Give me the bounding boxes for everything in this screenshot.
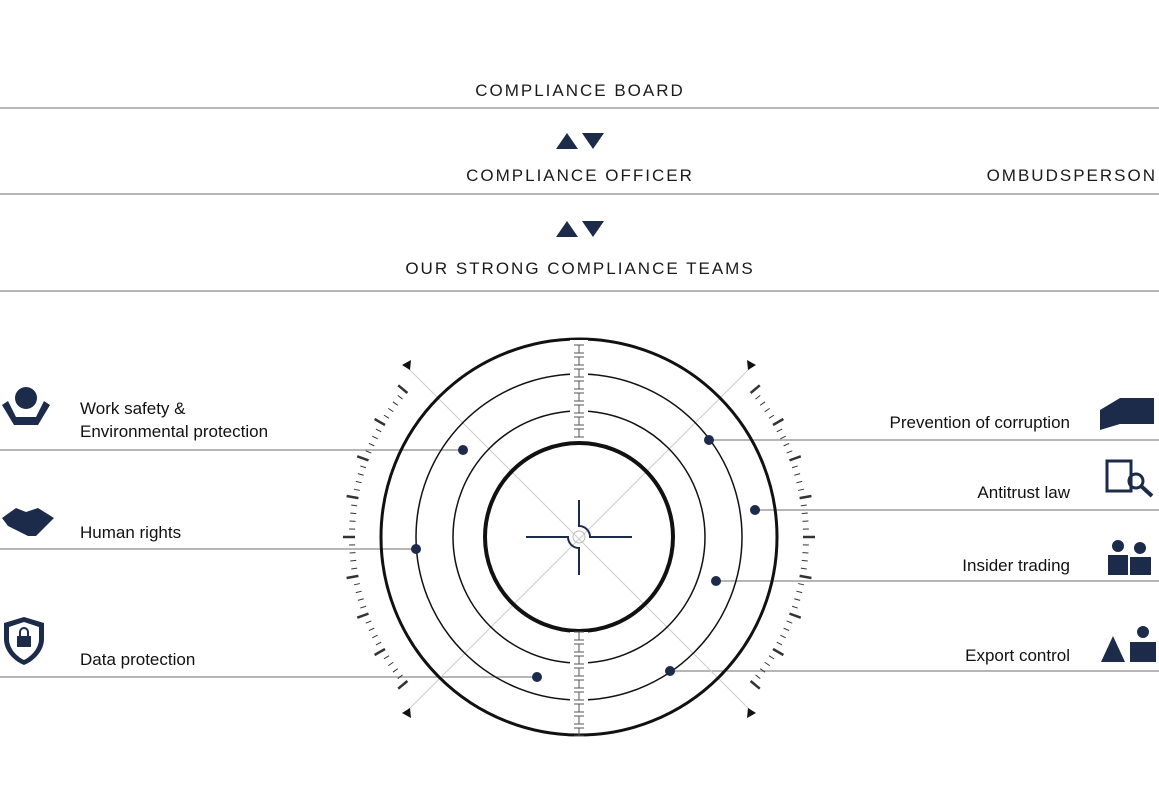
tick — [780, 634, 786, 639]
tick — [755, 674, 761, 679]
tick — [801, 512, 808, 515]
tick — [350, 559, 357, 562]
tick — [355, 480, 362, 484]
tick — [768, 414, 775, 419]
tick — [392, 401, 399, 406]
tick — [776, 641, 783, 646]
tick — [346, 494, 359, 500]
tick — [764, 661, 770, 667]
radar — [343, 337, 815, 737]
tick — [392, 668, 399, 673]
tick — [783, 627, 790, 632]
topic-label: Human rights — [80, 523, 181, 542]
tick — [360, 465, 367, 469]
tick — [397, 680, 409, 690]
tick — [789, 455, 802, 462]
topic-lines — [0, 439, 1159, 678]
tick — [780, 435, 786, 440]
tick — [801, 559, 808, 562]
tick — [397, 395, 403, 400]
tick — [796, 590, 803, 594]
tick — [368, 442, 375, 447]
tick — [749, 384, 761, 394]
tick — [776, 428, 783, 433]
tick — [772, 417, 785, 427]
tick — [375, 641, 382, 646]
topic-label: Prevention of corruption — [890, 413, 1071, 432]
topic-label: Export control — [965, 646, 1070, 665]
tick — [397, 384, 409, 394]
tick — [794, 598, 801, 601]
side-title: OMBUDSPERSON — [987, 166, 1157, 185]
tick — [759, 668, 766, 673]
tick — [346, 574, 359, 580]
level-title: COMPLIANCE OFFICER — [466, 166, 694, 185]
tick — [372, 435, 378, 440]
tick — [388, 661, 394, 667]
tick — [791, 465, 798, 469]
topic-label: Data protection — [80, 650, 195, 669]
tick — [796, 480, 803, 484]
tick — [397, 674, 403, 679]
tick — [768, 655, 775, 660]
topic-label: Insider trading — [962, 556, 1070, 575]
tick — [749, 680, 761, 690]
tick — [365, 620, 372, 624]
tick — [786, 450, 793, 454]
tick — [800, 504, 807, 507]
tick — [368, 627, 375, 632]
tick — [353, 583, 360, 586]
tick — [388, 407, 394, 413]
level-title: OUR STRONG COMPLIANCE TEAMS — [405, 259, 754, 278]
tick — [373, 417, 386, 427]
level-title: COMPLIANCE BOARD — [475, 81, 685, 100]
tick — [799, 574, 812, 580]
tick — [355, 590, 362, 594]
tick — [383, 655, 390, 660]
tick — [786, 620, 793, 624]
tick — [783, 442, 790, 447]
tick — [373, 647, 386, 657]
tick — [360, 605, 367, 609]
tick — [383, 414, 390, 419]
tick — [789, 612, 802, 619]
tick — [350, 512, 357, 515]
tick — [798, 488, 805, 491]
tick — [772, 647, 785, 657]
arrows — [556, 133, 604, 237]
icons — [2, 387, 1156, 665]
tick — [791, 605, 798, 609]
tick — [353, 488, 360, 491]
tick — [798, 583, 805, 586]
tick — [372, 634, 378, 639]
topic-label: Work safety & — [80, 399, 186, 418]
tick — [759, 401, 766, 406]
tick — [794, 473, 801, 476]
tick — [357, 473, 364, 476]
tick — [357, 598, 364, 601]
tick — [755, 395, 761, 400]
tick — [800, 567, 807, 570]
topic-label: Antitrust law — [977, 483, 1070, 502]
tick — [375, 428, 382, 433]
tick — [356, 612, 369, 619]
dots — [411, 435, 760, 682]
tick — [764, 407, 770, 413]
tick — [351, 567, 358, 570]
topic-label: Environmental protection — [80, 422, 268, 441]
tick — [351, 504, 358, 507]
tick — [799, 494, 812, 500]
tick — [356, 455, 369, 462]
tick — [365, 450, 372, 454]
